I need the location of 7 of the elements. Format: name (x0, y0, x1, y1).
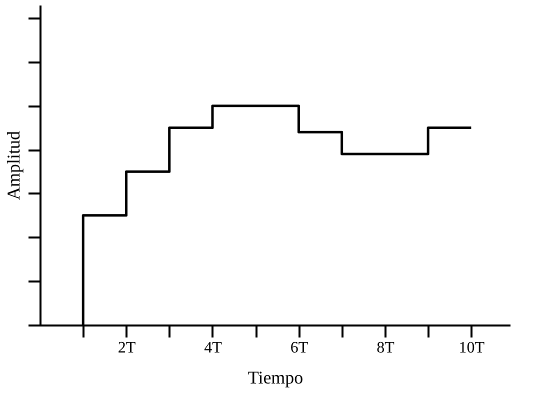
y-axis-title: Amplitud (4, 130, 24, 200)
x-axis-title: Tiempo (248, 368, 304, 388)
x-tick-label: 8T (376, 340, 395, 356)
x-tick-label: 6T (290, 340, 308, 356)
x-tick-label: 4T (204, 340, 222, 356)
x-tick-label: 10T (458, 340, 485, 356)
x-tick-label: 2T (118, 340, 136, 356)
